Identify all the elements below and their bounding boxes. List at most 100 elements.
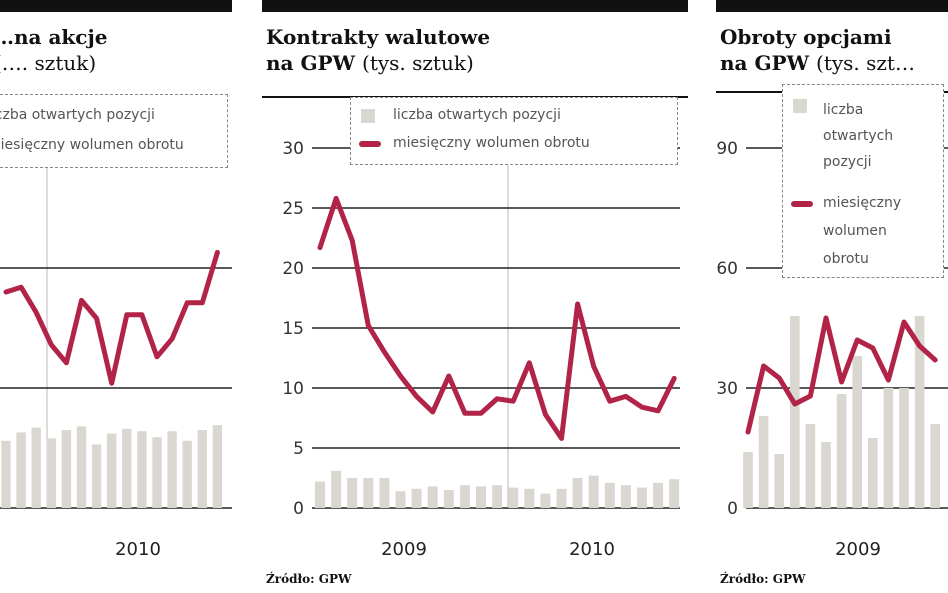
- y-tick-label: 0: [293, 499, 304, 519]
- y-tick-label: 0: [727, 499, 738, 519]
- x-tick-label: 2009: [835, 539, 881, 560]
- bar-mark: [821, 442, 831, 508]
- y-tick-label: 10: [282, 379, 304, 399]
- chart-unit-text: (tys. szt…: [816, 51, 915, 75]
- chart-panel-share-futures: 2010 …na akcje (…. sztuk) liczba otwarty…: [0, 0, 232, 593]
- bar-mark: [137, 431, 147, 508]
- chart-svg-options: 0 30 60 90 2009: [716, 0, 948, 560]
- line-point: [81, 299, 82, 301]
- bar-mark: [167, 431, 177, 508]
- line-point: [351, 239, 353, 241]
- bar-mark: [76, 426, 87, 508]
- line-point: [65, 362, 67, 364]
- chart-legend-currency-futures: liczba otwartych pozycji miesięczny wolu…: [350, 97, 678, 165]
- bar-mark: [556, 488, 567, 508]
- line-point: [856, 339, 858, 341]
- bar-mark: [540, 493, 551, 508]
- bar-mark: [315, 481, 325, 508]
- legend-bars-swatch: [793, 99, 807, 113]
- bar-mark: [914, 316, 925, 508]
- bar-mark: [91, 444, 102, 508]
- bar-mark: [805, 424, 816, 508]
- bar-mark: [653, 482, 664, 508]
- bar-mark: [331, 470, 342, 508]
- line-point: [186, 302, 188, 304]
- bar-mark: [122, 428, 132, 508]
- chart-svg-share-futures: 2010: [0, 0, 232, 560]
- line-point: [35, 311, 37, 313]
- bar-mark: [46, 438, 56, 508]
- legend-line-label-2: wolumen: [823, 223, 887, 239]
- bar-mark: [604, 482, 615, 508]
- legend-line-label-1: miesięczny: [823, 195, 902, 211]
- legend-line-swatch: [359, 141, 381, 147]
- line-point: [383, 351, 385, 353]
- x-tick-label: 2010: [115, 539, 161, 560]
- line-point: [335, 197, 337, 199]
- y-tick-label: 15: [282, 319, 304, 339]
- line-point: [778, 377, 780, 379]
- legend-line-label: miesięczny wolumen obrotu: [0, 137, 184, 153]
- chart-title-text-line2: na GPW: [720, 51, 810, 75]
- line-point: [903, 321, 905, 323]
- legend-row-bars: liczba otwartych pozycji: [823, 97, 893, 175]
- line-point: [156, 356, 158, 358]
- bar-mark: [743, 452, 753, 508]
- x-tick-label: 2010: [569, 539, 615, 560]
- line-point: [171, 338, 173, 340]
- bar-mark: [212, 425, 223, 508]
- line-point: [919, 345, 921, 347]
- chart-title-currency-futures: Kontrakty walutowe na GPW (tys. sztuk): [266, 24, 490, 76]
- legend-line-label-3: obrotu: [823, 251, 869, 267]
- panel-top-bar: [716, 0, 948, 12]
- chart-panel-currency-futures: 0 5 10 15 20 25 30 2009 2010 Kontrakty walutowe …: [262, 0, 690, 593]
- y-tick-label: 30: [282, 139, 304, 159]
- bar-mark: [443, 490, 454, 508]
- bar-mark: [182, 440, 192, 508]
- line-point: [20, 286, 22, 288]
- line-point: [673, 377, 675, 379]
- line-point: [577, 303, 579, 305]
- line-point: [625, 395, 627, 397]
- line-point: [528, 362, 530, 364]
- line-point: [561, 437, 562, 439]
- bar-mark: [572, 478, 583, 508]
- bar-mark: [492, 485, 503, 508]
- y-tick-label: 20: [282, 259, 304, 279]
- line-point: [216, 251, 218, 253]
- legend-row-line: miesięczny wolumen obrotu: [393, 135, 590, 151]
- bar-mark: [930, 424, 941, 508]
- bar-mark: [524, 488, 535, 508]
- bar-mark: [152, 437, 162, 508]
- y-tick-label: 5: [293, 439, 304, 459]
- bar-mark: [31, 427, 41, 508]
- line-point: [763, 365, 765, 367]
- bar-mark: [427, 486, 438, 508]
- line-point: [464, 412, 466, 414]
- chart-title-text: Kontrakty walutowe: [266, 25, 491, 49]
- line-point: [747, 431, 749, 433]
- legend-bars-label-2: otwartych: [823, 128, 894, 144]
- line-point: [448, 375, 450, 377]
- chart-unit-text: (tys. sztuk): [362, 51, 474, 75]
- bar-mark: [197, 430, 207, 508]
- y-tick-label: 90: [716, 139, 738, 159]
- line-point: [126, 314, 128, 316]
- source-note: Źródło: GPW: [720, 572, 806, 586]
- chart-title-text-line2: na GPW: [266, 51, 356, 75]
- source-note: Źródło: GPW: [266, 572, 352, 586]
- line-point: [319, 247, 321, 249]
- line-point: [496, 398, 498, 400]
- bar-mark: [459, 485, 470, 508]
- bar-mark: [620, 485, 631, 508]
- line-point: [609, 400, 611, 402]
- chart-title-text: …na akcje: [0, 25, 108, 49]
- line-point: [825, 317, 827, 319]
- line-point: [593, 365, 595, 367]
- bar-mark: [899, 388, 909, 508]
- bar-mark: [1, 440, 11, 508]
- bar-mark: [61, 430, 72, 508]
- line-point: [809, 395, 811, 397]
- bar-mark: [347, 478, 358, 508]
- chart-title-share-futures: …na akcje (…. sztuk): [0, 24, 107, 76]
